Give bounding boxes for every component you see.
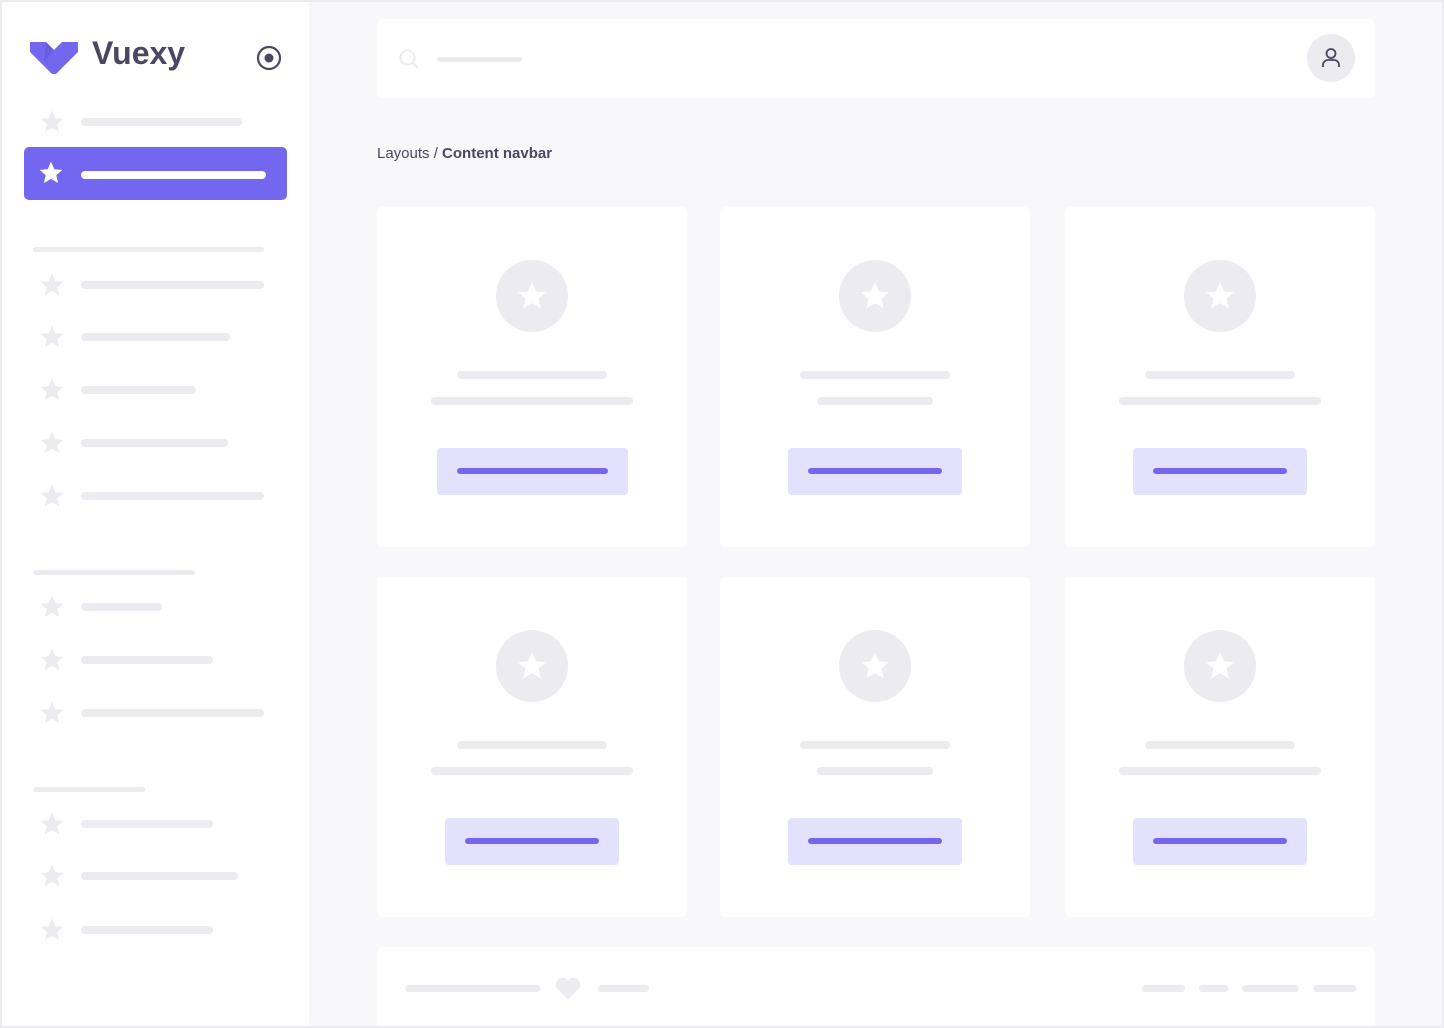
card-avatar: [496, 260, 568, 332]
card-avatar: [1184, 630, 1256, 702]
star-icon: [40, 273, 64, 296]
star-icon: [40, 325, 64, 348]
sidebar-item[interactable]: [2, 483, 309, 509]
star-icon: [40, 864, 64, 887]
star-icon: [40, 648, 64, 671]
star-icon: [40, 431, 64, 454]
section-divider: [33, 247, 264, 252]
sidebar-item[interactable]: [2, 700, 309, 726]
heart-icon: [555, 977, 581, 1000]
sidebar-item[interactable]: [2, 863, 309, 889]
app-name: Vuexy: [92, 35, 186, 71]
sidebar-item[interactable]: [2, 917, 309, 943]
card-button[interactable]: [788, 818, 962, 865]
section-divider: [33, 570, 195, 575]
breadcrumb-parent[interactable]: Layouts /: [377, 145, 443, 162]
content-card: [1065, 577, 1375, 917]
card-button[interactable]: [1133, 818, 1307, 865]
star-icon: [40, 378, 64, 401]
star-icon: [861, 282, 889, 309]
sidebar-item[interactable]: [2, 594, 309, 620]
sidebar-item[interactable]: [2, 377, 309, 403]
radio-circle-icon[interactable]: [256, 45, 282, 71]
sidebar-item[interactable]: [2, 430, 309, 456]
star-icon: [518, 652, 546, 679]
card-avatar: [496, 630, 568, 702]
star-icon: [40, 484, 64, 507]
card-button[interactable]: [436, 448, 628, 495]
star-icon: [40, 918, 64, 941]
card-avatar: [839, 260, 911, 332]
footer: [377, 947, 1375, 1026]
content-card: [1065, 207, 1375, 547]
content-card: [377, 577, 687, 917]
star-icon: [40, 110, 64, 133]
content-card: [720, 207, 1030, 547]
avatar[interactable]: [1307, 34, 1355, 82]
sidebar: Vuexy: [2, 2, 309, 1026]
sidebar-item[interactable]: [2, 324, 309, 350]
card-avatar: [1184, 260, 1256, 332]
sidebar-item-active[interactable]: [24, 147, 287, 200]
search-input[interactable]: [437, 57, 522, 62]
card-avatar: [839, 630, 911, 702]
star-icon: [39, 161, 63, 184]
card-button[interactable]: [788, 448, 962, 495]
content-card: [720, 577, 1030, 917]
breadcrumb: Layouts / Content navbar: [377, 145, 552, 162]
card-button[interactable]: [445, 818, 619, 865]
sidebar-item[interactable]: [2, 647, 309, 673]
search-icon[interactable]: [399, 49, 419, 69]
top-navbar: [377, 19, 1375, 98]
star-icon: [40, 701, 64, 724]
card-button[interactable]: [1133, 448, 1307, 495]
user-icon: [1322, 48, 1340, 67]
sidebar-item[interactable]: [2, 109, 309, 135]
star-icon: [1206, 282, 1234, 309]
logo-icon: [30, 42, 78, 74]
star-icon: [861, 652, 889, 679]
sidebar-item[interactable]: [2, 272, 309, 298]
star-icon: [518, 282, 546, 309]
star-icon: [1206, 652, 1234, 679]
star-icon: [40, 595, 64, 618]
section-divider: [33, 787, 145, 792]
sidebar-item[interactable]: [2, 811, 309, 837]
breadcrumb-current: Content navbar: [442, 145, 553, 162]
star-icon: [40, 812, 64, 835]
content-card: [377, 207, 687, 547]
